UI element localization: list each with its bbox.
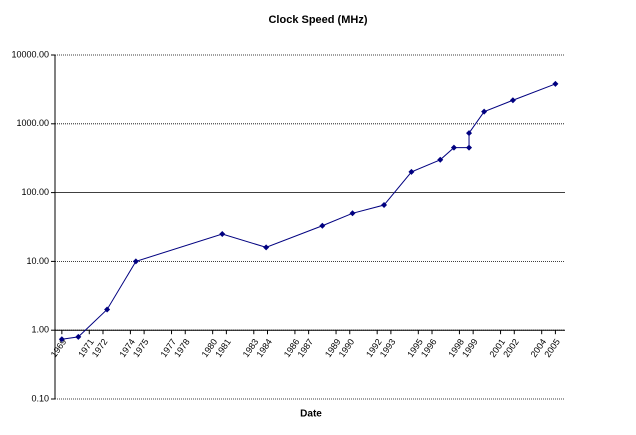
- marker: [381, 202, 388, 209]
- x-tick-label: 1981: [213, 337, 233, 359]
- x-tick-label: 1978: [172, 337, 192, 359]
- x-tick-label: 1990: [337, 337, 357, 359]
- marker: [552, 80, 559, 87]
- y-tick-label: 100.00: [21, 187, 49, 197]
- marker: [437, 156, 444, 163]
- x-tick-label: 1996: [419, 337, 439, 359]
- marker: [219, 231, 226, 238]
- marker: [132, 258, 139, 265]
- x-axis-title: Date: [300, 409, 322, 420]
- x-tick-label: 2005: [542, 337, 562, 359]
- x-tick-label: 1993: [378, 337, 398, 359]
- x-tick-label: 1984: [254, 337, 274, 359]
- y-tick-label: 0.10: [31, 393, 49, 403]
- marker: [104, 306, 111, 313]
- chart-title: Clock Speed (MHz): [268, 14, 367, 26]
- x-tick-label: 2002: [501, 337, 521, 359]
- marker: [263, 244, 270, 251]
- marker: [408, 168, 415, 175]
- marker: [450, 144, 457, 151]
- y-tick-label: 10000.00: [11, 49, 49, 59]
- marker: [481, 108, 488, 115]
- line: [61, 83, 556, 340]
- x-tick-label: 1987: [296, 337, 316, 359]
- y-tick-label: 1000.00: [16, 118, 49, 128]
- marker: [509, 97, 516, 104]
- x-tick-label: 1972: [90, 337, 110, 359]
- x-tick-label: 1999: [460, 337, 480, 359]
- y-tick-label: 10.00: [26, 256, 49, 266]
- marker: [349, 210, 356, 217]
- marker: [75, 333, 82, 340]
- marker: [466, 130, 473, 137]
- y-tick-label: 1.00: [31, 325, 49, 335]
- marker: [466, 144, 473, 151]
- marker: [58, 336, 65, 343]
- marker: [319, 222, 326, 229]
- x-tick-label: 1969: [49, 337, 69, 359]
- x-tick-label: 1975: [131, 337, 151, 359]
